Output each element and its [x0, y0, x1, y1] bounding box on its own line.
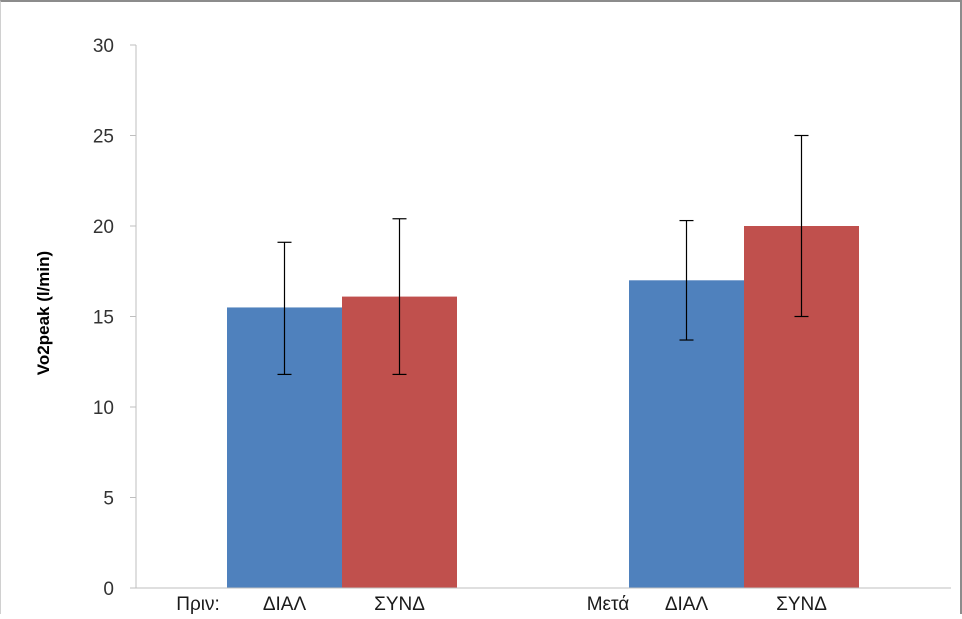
error-bars — [277, 134, 809, 376]
group-label: Πριν: — [176, 594, 220, 614]
bar-label: ΔΙΑΛ — [263, 594, 307, 614]
y-tick-label: 10 — [93, 398, 114, 419]
axes — [135, 45, 951, 589]
bar-label: ΣΥΝΔ — [776, 594, 827, 614]
group-label: Μετά — [587, 594, 630, 614]
bar-label: ΣΥΝΔ — [374, 594, 425, 614]
y-tick-label: 0 — [103, 579, 114, 600]
y-axis-ticks: 0 5 10 15 20 25 30 — [93, 36, 136, 600]
x-axis-labels: Πριν: ΔΙΑΛ ΣΥΝΔ Μετά ΔΙΑΛ ΣΥΝΔ — [176, 594, 827, 615]
y-tick-label: 30 — [93, 36, 114, 57]
y-axis-title: Vo2peak (l/min) — [34, 251, 53, 375]
y-tick-label: 15 — [93, 308, 114, 329]
y-tick-label: 25 — [93, 127, 114, 148]
bar-label: ΔΙΑΛ — [665, 594, 709, 614]
y-tick-label: 20 — [93, 217, 114, 238]
bars — [227, 226, 859, 588]
y-tick-label: 5 — [103, 489, 114, 510]
